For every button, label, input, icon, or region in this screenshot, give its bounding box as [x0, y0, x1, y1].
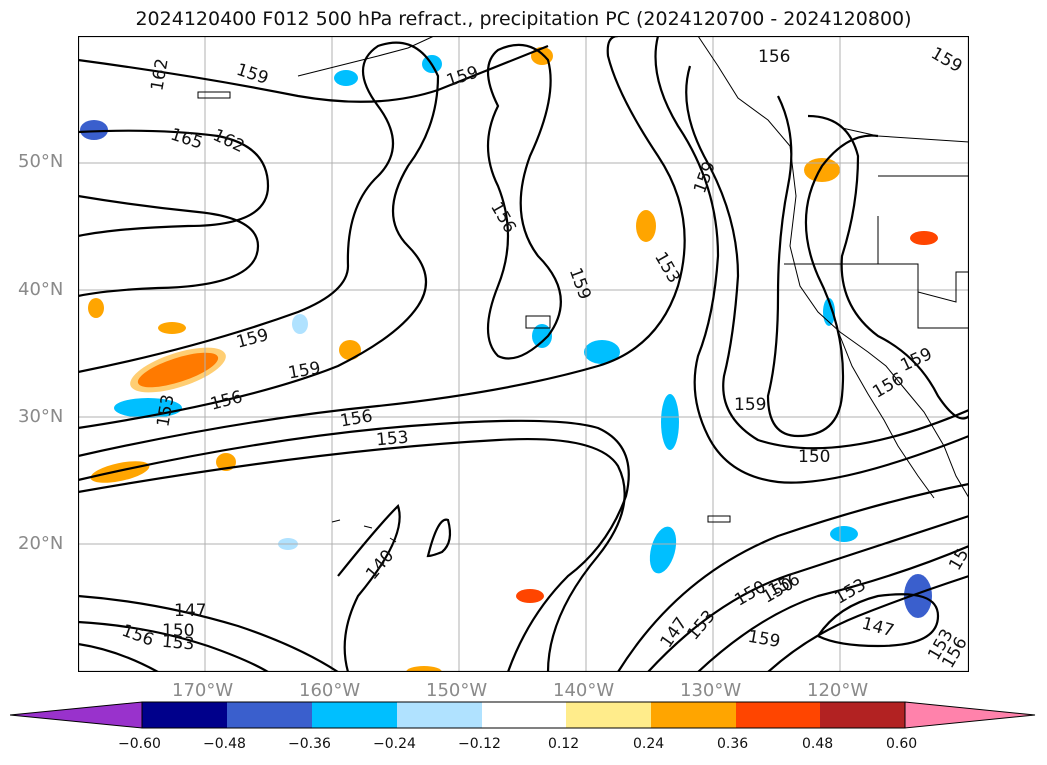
- lat-tick-20: 20°N: [18, 533, 64, 554]
- contour-label: 153: [375, 428, 409, 451]
- contour-label: 150: [162, 621, 194, 641]
- colorbar-tick: 0.36: [717, 736, 749, 752]
- precip-blob: [88, 298, 104, 318]
- colorbar-bin: [397, 702, 482, 728]
- colorbar-bin: [566, 702, 651, 728]
- colorbar-over-triangle: [904, 701, 1036, 729]
- precip-shading: [80, 47, 938, 672]
- colorbar-under-triangle: [10, 701, 143, 729]
- lat-tick-40: 40°N: [18, 279, 64, 300]
- colorbar-tick: 0.48: [802, 736, 834, 752]
- colorbar-bin: [482, 702, 566, 728]
- colorbar-bin: [820, 702, 905, 728]
- precip-blob: [406, 666, 442, 672]
- contour-label: 156: [758, 47, 790, 67]
- contour-label: 153: [161, 632, 195, 655]
- contour-label: 15: [945, 545, 969, 574]
- lon-tick-120w: 120°W: [807, 680, 869, 701]
- precip-blob: [80, 120, 108, 140]
- colorbar-tick: 0.60: [886, 736, 918, 752]
- precip-blob: [584, 340, 620, 364]
- colorbar-bin: [142, 702, 227, 728]
- colorbar-tick: 0.24: [633, 736, 665, 752]
- colorbar-bin: [736, 702, 820, 728]
- precip-blob: [910, 231, 938, 245]
- lon-tick-170w: 170°W: [172, 680, 234, 701]
- contour-label: 150: [798, 447, 830, 467]
- colorbar-tick: −0.60: [118, 736, 161, 752]
- contour-label: 159: [734, 395, 766, 415]
- colorbar-bin: [312, 702, 397, 728]
- lon-tick-140w: 140°W: [553, 680, 615, 701]
- precip-blob: [532, 324, 552, 348]
- graticule: [78, 36, 969, 672]
- colorbar-tick: −0.48: [203, 736, 246, 752]
- precip-blob: [292, 314, 308, 334]
- precip-blob: [334, 70, 358, 86]
- precip-blob: [649, 526, 677, 574]
- refractivity-contours: [78, 36, 969, 672]
- colorbar-bin: [651, 702, 736, 728]
- precip-blob: [636, 210, 656, 242]
- colorbar-bin: [227, 702, 312, 728]
- lon-tick-130w: 130°W: [680, 680, 742, 701]
- colorbar-tick: 0.12: [548, 736, 580, 752]
- precip-blob: [158, 322, 186, 334]
- colorbar-tick: −0.36: [288, 736, 331, 752]
- precip-blob: [130, 347, 226, 393]
- precip-blob: [339, 340, 361, 360]
- precip-blob: [661, 394, 679, 450]
- precip-blob: [830, 526, 858, 542]
- chart-title: 2024120400 F012 500 hPa refract., precip…: [135, 8, 912, 30]
- lat-tick-30: 30°N: [18, 406, 64, 427]
- coastlines: [197, 36, 969, 543]
- contour-label: 147: [174, 601, 206, 621]
- colorbar-tick: −0.24: [373, 736, 416, 752]
- precip-blob: [804, 158, 840, 182]
- colorbar: [10, 701, 1036, 729]
- colorbar-tick: −0.12: [458, 736, 501, 752]
- map-panel: 162 159 159 156 159 165 162 156 159 153 …: [78, 36, 969, 672]
- lon-tick-150w: 150°W: [426, 680, 488, 701]
- lat-tick-50: 50°N: [18, 151, 64, 172]
- precip-blob: [516, 589, 544, 603]
- lon-tick-160w: 160°W: [299, 680, 361, 701]
